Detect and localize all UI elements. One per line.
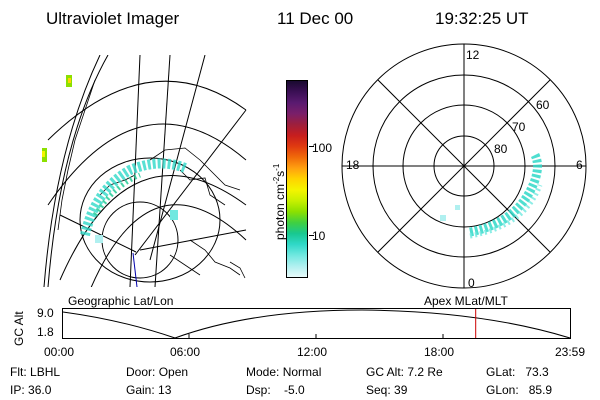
status-dsp: Dsp: -5.0: [246, 383, 305, 397]
mlt-label-6: 6: [576, 158, 583, 172]
mlat-label-70: 70: [512, 120, 526, 134]
intensity-colorbar: [286, 80, 308, 278]
status-ip: IP: 36.0: [10, 383, 52, 397]
right-map-label: Apex MLat/MLT: [424, 294, 508, 308]
mlt-label-18: 18: [346, 158, 360, 172]
orbit-altitude-timeline: [62, 308, 571, 339]
image-time: 19:32:25 UT: [435, 9, 529, 28]
timeline-xtick-0000: 00:00: [44, 345, 75, 359]
mlat-label-60: 60: [536, 98, 550, 112]
colorbar-tick-10: 10: [312, 229, 326, 243]
timeline-xtick-1200: 12:00: [297, 345, 328, 359]
status-glat: GLat: 73.3: [486, 365, 549, 379]
timeline-ytick-9: 9.0: [37, 306, 54, 320]
status-gc-alt: GC Alt: 7.2 Re: [366, 365, 443, 379]
mlt-label-12: 12: [466, 48, 480, 62]
status-gain: Gain: 13: [126, 383, 172, 397]
timeline-xtick-2359: 23:59: [555, 345, 586, 359]
status-glon: GLon: 85.9: [486, 383, 553, 397]
left-map-label: Geographic Lat/Lon: [68, 294, 174, 308]
instrument-title: Ultraviolet Imager: [46, 9, 180, 28]
mlt-label-0: 0: [468, 276, 475, 290]
colorbar-unit-label: photon cm-2s-1: [272, 163, 287, 240]
timeline-xtick-1800: 18:00: [424, 345, 455, 359]
status-door: Door: Open: [126, 365, 189, 379]
mlat-label-80: 80: [494, 142, 508, 156]
image-date: 11 Dec 00: [277, 9, 354, 28]
polar-grid: [341, 43, 587, 289]
timeline-axis-label: GC Alt: [12, 311, 26, 346]
colorbar-tick-100: 100: [312, 141, 333, 155]
status-filter: Flt: LBHL: [10, 365, 61, 379]
timeline-xtick-0600: 06:00: [170, 345, 201, 359]
status-seq: Seq: 39: [366, 383, 408, 397]
colorbar-tick-mark-100: [309, 146, 314, 147]
status-mode: Mode: Normal: [246, 365, 322, 379]
colorbar-tick-mark-10: [309, 235, 314, 236]
timeline-ytick-1: 1.8: [37, 325, 54, 339]
